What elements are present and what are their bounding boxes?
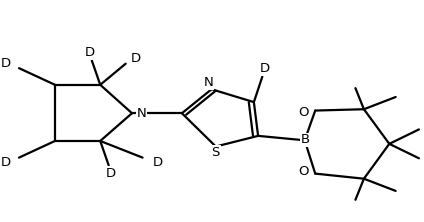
Text: D: D <box>131 52 141 65</box>
Text: D: D <box>85 46 95 59</box>
Text: D: D <box>152 156 162 168</box>
Text: D: D <box>106 167 116 180</box>
Text: N: N <box>203 76 213 89</box>
Text: O: O <box>298 106 309 119</box>
Text: D: D <box>1 156 11 168</box>
Text: D: D <box>259 62 270 75</box>
Text: O: O <box>298 165 309 178</box>
Text: D: D <box>1 57 11 70</box>
Text: S: S <box>212 146 220 159</box>
Text: B: B <box>301 133 310 146</box>
Text: N: N <box>137 107 146 120</box>
